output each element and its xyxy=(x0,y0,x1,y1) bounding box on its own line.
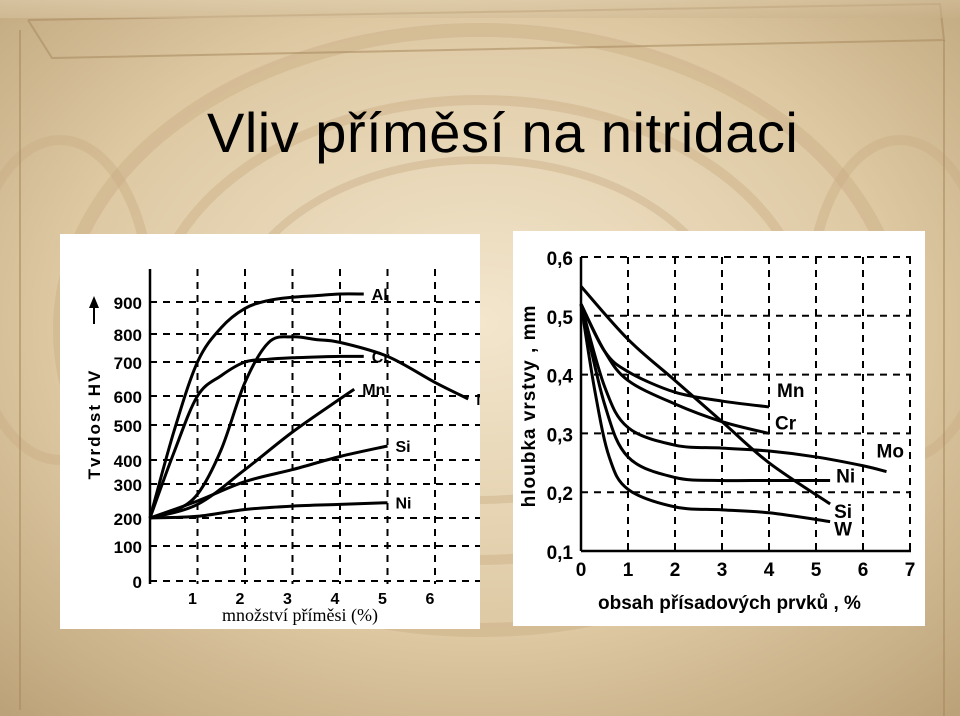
x-tick-label: 7 xyxy=(905,560,916,581)
series-label-ni: Ni xyxy=(836,466,855,487)
y-tick-label: 0,6 xyxy=(547,249,573,270)
slide-title: Vliv příměsí na nitridaci xyxy=(207,101,799,164)
y-tick-label: 0,3 xyxy=(547,425,573,446)
x-tick-label: 2 xyxy=(670,560,681,581)
series-label-si: Si xyxy=(396,439,411,456)
y-tick-label: 400 xyxy=(114,452,142,471)
series-label-mo: Mo xyxy=(476,392,480,409)
series-line-si xyxy=(579,285,831,506)
series-line-ni xyxy=(579,303,831,483)
series-line-cr xyxy=(579,303,770,435)
series-line-w xyxy=(579,303,831,524)
x-tick-label: 0 xyxy=(576,560,587,581)
layer-depth-chart: 0,1 0,2 0,3 0,4 0,5 0,6 0 1 2 3 4 5 6 7 hloubka vrstvy… xyxy=(519,249,916,614)
hardness-chart: 0 100 200 300 400 500 600 700 800 900 1 2 3 4 5 6 Tvrdos… xyxy=(85,269,500,608)
y-tick-label: 0 xyxy=(133,573,142,592)
x-tick-label: 1 xyxy=(623,560,634,581)
series-line-ni xyxy=(149,501,388,520)
series-label-si: Si xyxy=(834,502,852,523)
series-line-mo xyxy=(149,335,469,520)
series-label-mn: Mn xyxy=(777,381,804,402)
x-tick-label: 5 xyxy=(378,591,387,608)
series-line-si xyxy=(149,444,388,520)
x-tick-label: 3 xyxy=(717,560,728,581)
y-tick-label: 100 xyxy=(114,538,142,557)
y-tick-label: 600 xyxy=(114,388,142,407)
y-tick-label: 0,5 xyxy=(547,308,574,329)
y-tick-label: 900 xyxy=(114,294,142,313)
layer-depth-chart-panel: 0,1 0,2 0,3 0,4 0,5 0,6 0 1 2 3 4 5 6 7 hloubka vrstvy… xyxy=(513,231,925,626)
y-axis-label: Tvrdost HV xyxy=(85,369,104,480)
x-tick-label: 4 xyxy=(331,591,340,608)
x-tick-label: 3 xyxy=(283,591,292,608)
x-tick-label: 4 xyxy=(764,560,775,581)
series-label-mn: Mn xyxy=(362,382,385,399)
x-tick-label: 2 xyxy=(236,591,245,608)
y-axis-label: hloubka vrstvy , mm xyxy=(519,305,540,508)
y-tick-label: 200 xyxy=(114,510,142,529)
y-tick-label: 0,1 xyxy=(547,543,574,564)
x-tick-label: 6 xyxy=(858,560,869,581)
x-axis-label: obsah přísadových prvků , % xyxy=(598,593,861,614)
y-tick-label: 300 xyxy=(114,476,142,495)
series-label-al: Al xyxy=(372,287,388,304)
hardness-chart-panel: 0 100 200 300 400 500 600 700 800 900 1 2 3 4 5 6 Tvrdos… xyxy=(60,234,500,629)
series-label-cr: Cr xyxy=(775,413,797,434)
y-tick-label: 700 xyxy=(114,354,142,373)
x-tick-label: 1 xyxy=(188,591,197,608)
x-tick-label: 5 xyxy=(811,560,822,581)
series-label-mo: Mo xyxy=(877,442,904,463)
y-tick-label: 800 xyxy=(114,326,142,345)
series-label-ni: Ni xyxy=(396,496,412,513)
series-label-cr: Cr xyxy=(372,349,390,366)
series-label-w: W xyxy=(834,520,852,541)
y-tick-label: 0,2 xyxy=(547,484,573,505)
series-line-cr xyxy=(148,354,364,519)
x-tick-label: 6 xyxy=(426,591,435,608)
series-line-mn xyxy=(149,387,356,520)
y-axis-arrowhead xyxy=(89,296,99,308)
y-tick-label: 500 xyxy=(114,417,142,436)
x-axis-label: množství příměsi (%) xyxy=(222,605,378,625)
series-line-mo xyxy=(579,303,887,474)
y-tick-label: 0,4 xyxy=(547,367,574,388)
series-line-al xyxy=(148,292,364,519)
